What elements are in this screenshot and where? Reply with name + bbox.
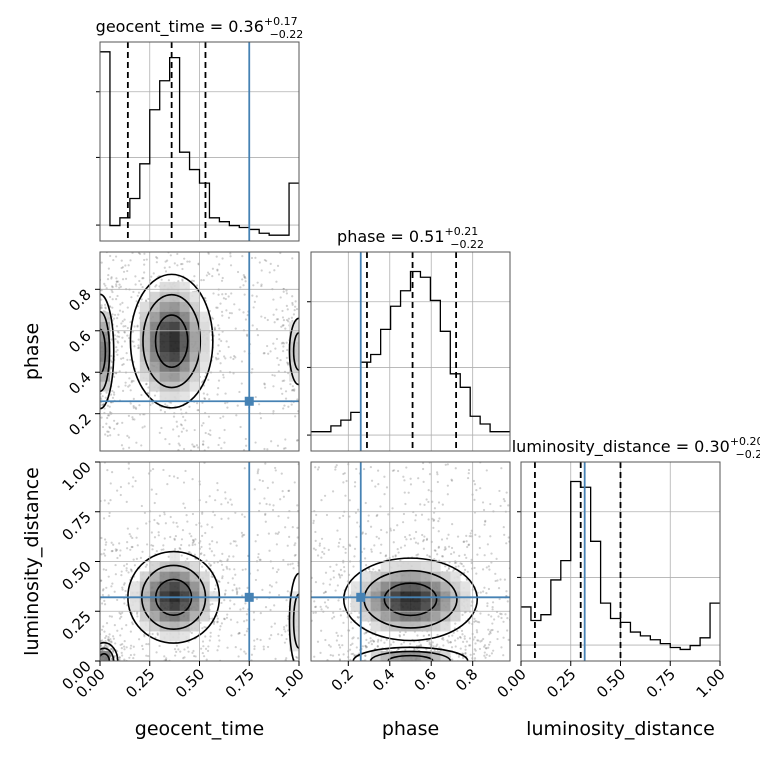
density-layer <box>100 252 510 661</box>
contour <box>142 293 202 389</box>
x-tick-label: 0.00 <box>493 665 529 701</box>
y-tick-label: 1.00 <box>58 458 94 494</box>
panel-title-luminosity_distance: luminosity_distance = 0.30+0.20−0.23 <box>512 435 760 461</box>
x-tick-label: 0.4 <box>369 665 399 695</box>
y-tick-label: 0.4 <box>65 368 95 398</box>
title-prefix: luminosity_distance = 0.30 <box>512 437 730 457</box>
histogram-phase <box>311 270 510 433</box>
histogram-geocent_time <box>100 51 299 236</box>
y-tick-label: 0.6 <box>65 327 95 357</box>
x-tick-label: 1.00 <box>271 665 307 701</box>
contour <box>100 328 107 375</box>
contour <box>292 593 299 649</box>
panel-frame <box>99 251 300 452</box>
contour <box>100 641 119 661</box>
title-lower-error: −0.22 <box>270 28 304 41</box>
contour <box>129 273 214 409</box>
x-tick-label: 0.75 <box>643 665 679 701</box>
title-upper-error: +0.17 <box>264 15 298 28</box>
contour <box>100 293 115 410</box>
x-tick-label: 0.25 <box>543 665 579 701</box>
title-lower-error: −0.23 <box>736 448 760 461</box>
truth-marker <box>244 396 254 406</box>
x-tick-label: 0.75 <box>222 665 258 701</box>
histogram-luminosity_distance <box>521 480 720 651</box>
x-tick-label: 0.6 <box>410 665 440 695</box>
title-lower-error: −0.22 <box>450 238 484 251</box>
panel-title-geocent_time: geocent_time = 0.36+0.17 −0.22 <box>96 15 304 41</box>
x-tick-label: 1.00 <box>692 665 728 701</box>
contour <box>387 654 434 661</box>
x-axis-label-geocent_time: geocent_time <box>135 718 264 740</box>
x-tick-label: 0.8 <box>452 665 482 695</box>
y-tick-label: 0.25 <box>58 607 94 643</box>
density-panel-phase-luminosity_distance <box>311 462 510 661</box>
x-tick-label: 0.50 <box>172 665 208 701</box>
panel-frame <box>310 251 511 452</box>
contour <box>154 314 189 369</box>
x-tick-label: 0.25 <box>122 665 158 701</box>
y-tick-label: 0.8 <box>65 285 95 315</box>
title-upper-error: +0.21 <box>445 225 479 238</box>
x-axis-label-luminosity_distance: luminosity_distance <box>526 718 715 740</box>
contour <box>383 582 438 617</box>
truth-marker <box>244 592 254 602</box>
title-prefix: phase = 0.51 <box>337 227 444 246</box>
contour <box>100 310 111 393</box>
contour <box>342 557 479 642</box>
x-tick-label: 0.50 <box>593 665 629 701</box>
y-tick-label: 0.2 <box>65 410 95 440</box>
truth-marker <box>356 592 366 602</box>
panel-title-phase: phase = 0.51+0.21 −0.22 <box>337 225 484 251</box>
title-upper-error: +0.20 <box>730 435 760 448</box>
y-tick-label: 0.50 <box>58 558 94 594</box>
y-tick-label: 0.75 <box>58 508 94 544</box>
title-prefix: geocent_time = 0.36 <box>96 17 264 37</box>
density-panel-geocent_time-luminosity_distance <box>100 462 299 661</box>
density-panel-geocent_time-phase <box>100 252 299 451</box>
y-axis-label-phase: phase <box>21 323 43 380</box>
y-axis-label-luminosity_distance: luminosity_distance <box>21 467 43 656</box>
panel-frame <box>99 41 300 242</box>
panel-frame <box>310 461 511 662</box>
x-axis-label-phase: phase <box>382 718 439 740</box>
x-tick-label: 0.2 <box>328 665 358 695</box>
contour <box>292 332 299 371</box>
